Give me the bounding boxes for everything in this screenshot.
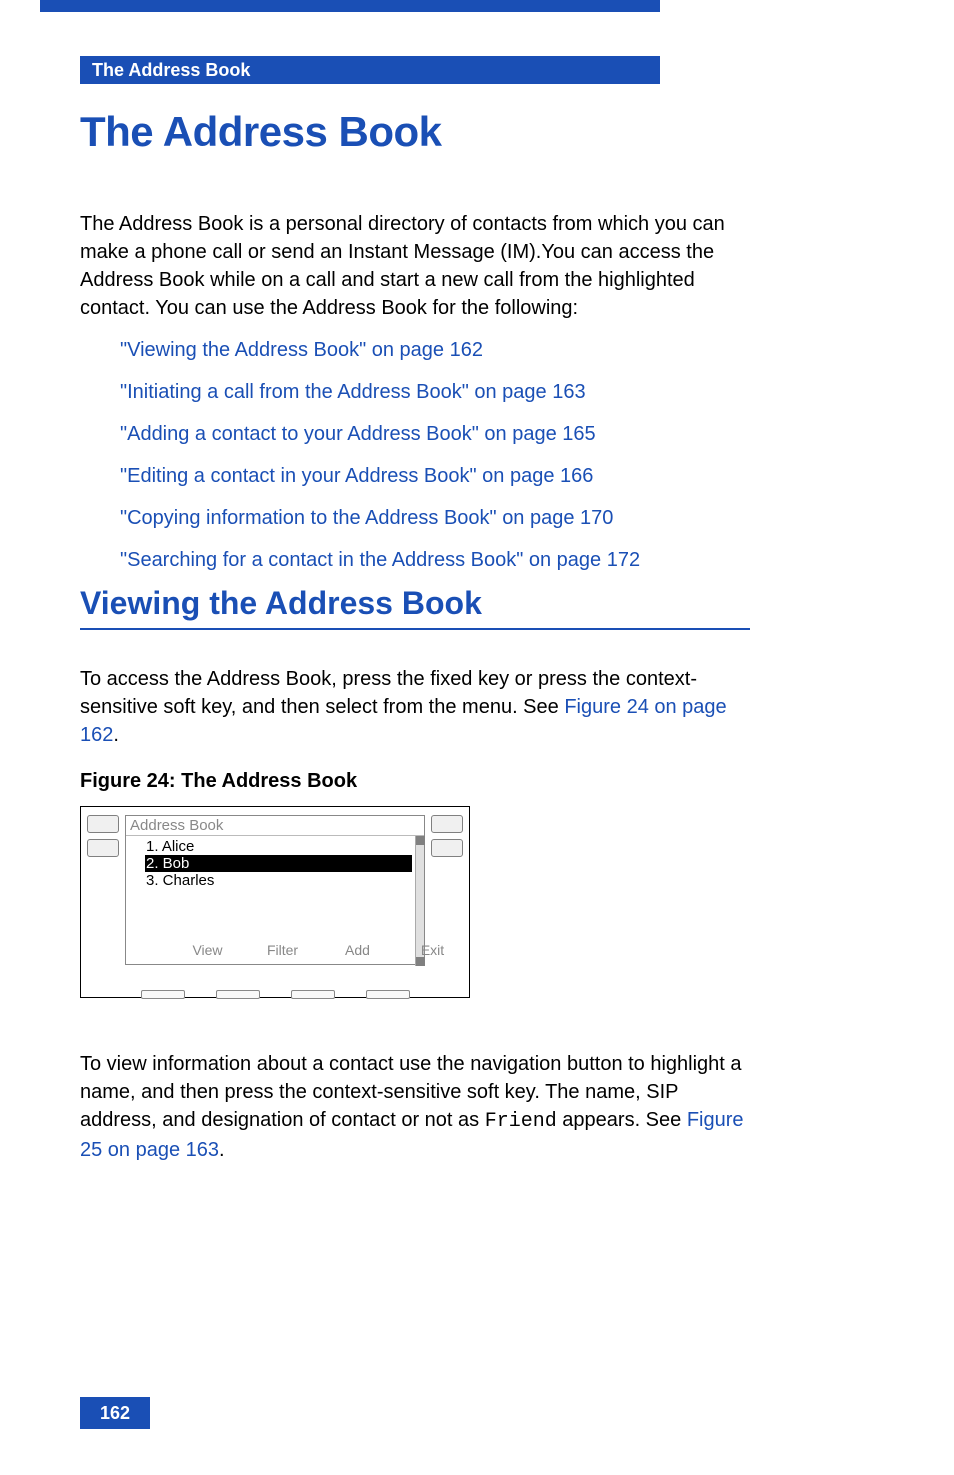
- toc-link[interactable]: "Initiating a call from the Address Book…: [120, 377, 730, 407]
- text-run: .: [219, 1139, 225, 1161]
- toc-link[interactable]: "Copying information to the Address Book…: [120, 503, 730, 533]
- toc-link[interactable]: "Editing a contact in your Address Book"…: [120, 461, 730, 491]
- phone-screen: Address Book 1. Alice 2. Bob 3. Charles …: [125, 815, 425, 965]
- softkey-button-icon: [291, 990, 335, 999]
- softkey-labels: View Filter Add Exit: [170, 942, 470, 958]
- page-title: The Address Book: [80, 108, 442, 156]
- softkey-button-icon: [216, 990, 260, 999]
- figure-caption: Figure 24: The Address Book: [80, 770, 357, 793]
- contact-list: 1. Alice 2. Bob 3. Charles: [126, 836, 424, 891]
- sidekey-icon: [431, 815, 463, 833]
- sidekey-icon: [431, 839, 463, 857]
- page-number: 162: [80, 1397, 150, 1429]
- toc-link[interactable]: "Viewing the Address Book" on page 162: [120, 335, 730, 365]
- sidekey-icon: [87, 839, 119, 857]
- running-header: The Address Book: [80, 56, 660, 84]
- section-heading: Viewing the Address Book: [80, 585, 750, 630]
- phone-sidekeys-right: [431, 815, 463, 857]
- toc-link[interactable]: "Searching for a contact in the Address …: [120, 545, 730, 575]
- list-item: 3. Charles: [146, 872, 404, 889]
- list-item: 1. Alice: [146, 838, 404, 855]
- text-run: from the menu. See: [383, 696, 564, 718]
- top-accent-bar: [40, 0, 660, 12]
- toc-link[interactable]: "Adding a contact to your Address Book" …: [120, 419, 730, 449]
- softkey-label-filter: Filter: [245, 942, 320, 958]
- text-run: .: [113, 724, 119, 746]
- text-run: To access the Address Book, press the: [80, 668, 430, 690]
- text-run: fixed key or press the: [430, 668, 626, 690]
- toc-link-list: "Viewing the Address Book" on page 162 "…: [120, 335, 730, 587]
- view-contact-paragraph: To view information about a contact use …: [80, 1050, 750, 1164]
- intro-paragraph: The Address Book is a personal directory…: [80, 210, 750, 322]
- softkey-label-view: View: [170, 942, 245, 958]
- figure-address-book-screenshot: Address Book 1. Alice 2. Bob 3. Charles …: [80, 806, 470, 998]
- sidekey-icon: [87, 815, 119, 833]
- access-paragraph: To access the Address Book, press the fi…: [80, 665, 750, 749]
- scroll-down-icon: [416, 957, 425, 966]
- scroll-up-icon: [416, 836, 425, 845]
- phone-sidekeys-left: [87, 815, 119, 857]
- mono-literal: Friend: [485, 1110, 557, 1133]
- softkey-label-exit: Exit: [395, 942, 470, 958]
- screen-title: Address Book: [126, 816, 424, 836]
- softkey-button-icon: [141, 990, 185, 999]
- list-item-selected: 2. Bob: [145, 855, 412, 872]
- softkey-buttons: [125, 990, 425, 999]
- softkey-label-add: Add: [320, 942, 395, 958]
- softkey-button-icon: [366, 990, 410, 999]
- text-run: appears. See: [562, 1109, 687, 1131]
